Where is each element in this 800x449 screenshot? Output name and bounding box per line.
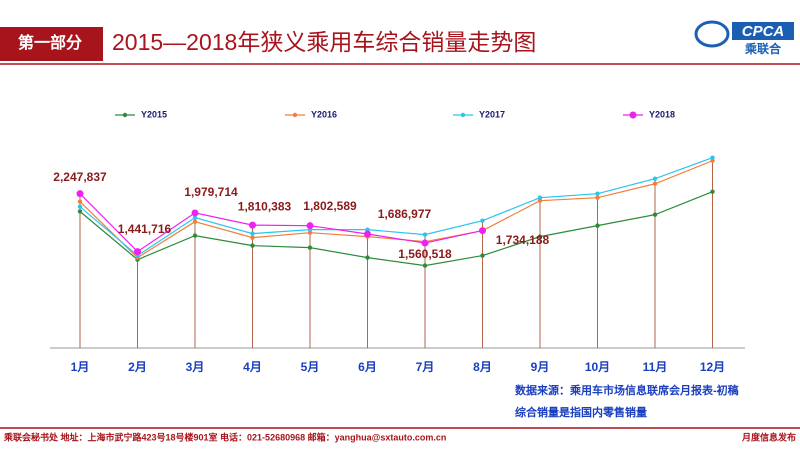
series-line <box>79 160 713 259</box>
data-point <box>307 230 313 235</box>
data-point <box>422 232 428 237</box>
data-point <box>307 245 313 250</box>
data-label: 1,734,188 <box>496 233 550 247</box>
legend-marker <box>292 112 298 118</box>
data-point <box>537 198 543 203</box>
data-label: 1,979,714 <box>184 185 238 199</box>
data-point <box>192 233 198 238</box>
x-tick-label: 11月 <box>643 360 668 374</box>
note: 数据来源：乘用车市场信息联席会月报表-初稿 <box>515 383 739 397</box>
data-point <box>595 223 600 228</box>
data-label: 1,560,518 <box>398 247 452 261</box>
data-point <box>77 199 83 204</box>
data-point <box>652 212 658 217</box>
data-point <box>365 255 370 260</box>
legend-label: Y2017 <box>479 109 505 119</box>
data-point <box>710 158 715 163</box>
data-point <box>76 190 84 198</box>
data-point <box>306 222 314 230</box>
data-point <box>422 263 428 268</box>
x-tick-label: 5月 <box>301 360 320 374</box>
legend-label: Y2016 <box>311 109 337 119</box>
legend-marker <box>629 111 637 119</box>
logo-text: CPCA <box>742 23 785 40</box>
x-tick-label: 6月 <box>358 360 377 374</box>
series-line <box>79 193 483 253</box>
data-label: 1,810,383 <box>238 199 292 213</box>
data-point <box>191 209 199 217</box>
data-point <box>364 230 371 238</box>
section-label: 第一部分 <box>18 33 82 52</box>
note: 综合销量是指国内零售销量 <box>515 405 647 419</box>
legend-label: Y2015 <box>141 109 167 119</box>
data-label: 1,686,977 <box>378 207 432 221</box>
x-tick-label: 12月 <box>700 360 725 374</box>
data-label: 1,802,589 <box>303 199 357 213</box>
data-point <box>537 195 543 200</box>
data-point <box>480 218 485 223</box>
data-point <box>479 227 486 235</box>
data-point <box>652 176 658 181</box>
data-point <box>192 219 198 224</box>
section-box <box>0 27 103 61</box>
data-point <box>250 243 255 248</box>
x-tick-label: 1月 <box>71 360 90 374</box>
data-point <box>710 189 715 194</box>
legend-marker <box>460 112 466 118</box>
data-point <box>250 235 255 240</box>
series-line <box>79 157 713 257</box>
footer-right: 月度信息发布 <box>741 431 796 442</box>
data-point <box>77 209 83 214</box>
x-tick-label: 7月 <box>416 360 435 374</box>
data-point <box>710 155 715 160</box>
data-point <box>421 239 429 247</box>
logo-mark <box>694 20 730 48</box>
data-point <box>537 234 543 239</box>
x-tick-label: 8月 <box>473 360 492 374</box>
data-point <box>77 204 83 209</box>
data-point <box>192 215 198 220</box>
data-point <box>250 231 255 236</box>
x-tick-label: 9月 <box>531 360 550 374</box>
x-tick-label: 3月 <box>186 360 205 374</box>
x-tick-label: 4月 <box>243 360 262 374</box>
legend-marker <box>122 112 128 118</box>
data-point <box>595 191 600 196</box>
x-tick-label: 2月 <box>128 360 147 374</box>
data-point <box>134 248 141 256</box>
data-point <box>595 195 600 200</box>
data-label: 1,441,716 <box>118 222 172 236</box>
legend-label: Y2018 <box>649 109 675 119</box>
logo-subtext: 乘联合 <box>744 41 782 56</box>
series-line <box>79 191 713 267</box>
logo-box <box>732 22 794 40</box>
data-point <box>652 181 658 186</box>
data-point <box>249 221 256 229</box>
data-point <box>480 253 485 258</box>
footer-left: 乘联会秘书处 地址：上海市武宁路423号18号楼901室 电话：021-5268… <box>3 431 446 442</box>
data-label: 2,247,837 <box>53 170 107 184</box>
x-tick-label: 10月 <box>585 360 610 374</box>
chart-title: 2015—2018年狭义乘用车综合销量走势图 <box>112 29 536 55</box>
